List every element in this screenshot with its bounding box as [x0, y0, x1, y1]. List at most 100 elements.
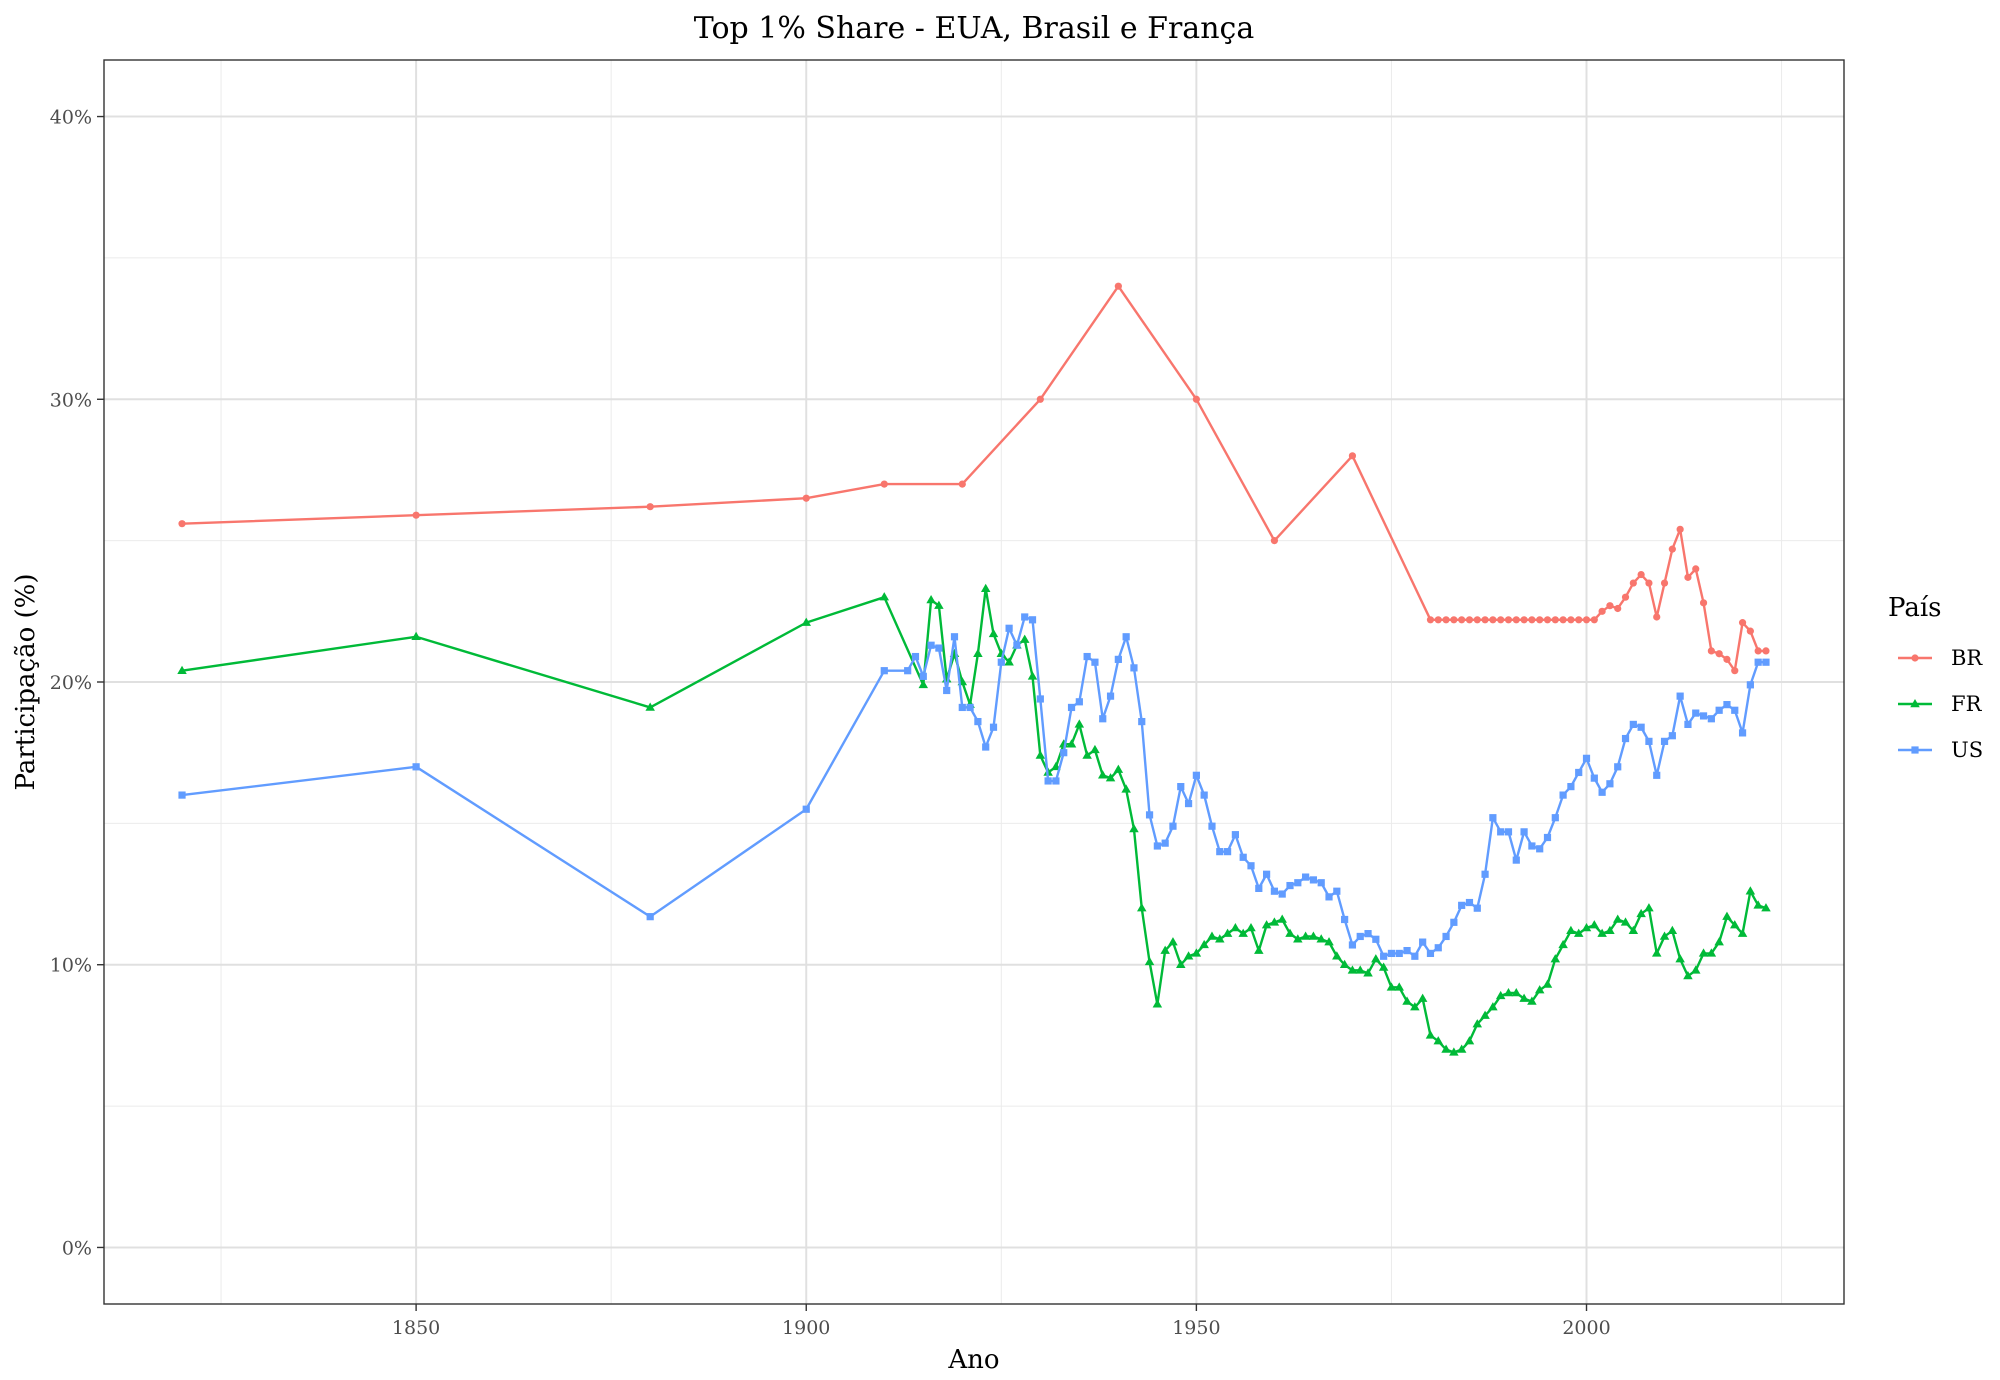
data-point-us [1005, 624, 1013, 632]
data-point-fr [973, 648, 983, 657]
data-point-us [904, 667, 912, 675]
x-tick-label: 1850 [392, 1317, 440, 1339]
data-point-fr [1324, 937, 1334, 946]
data-point-us [1216, 848, 1224, 856]
data-point-fr [1550, 954, 1561, 963]
data-point-us [1450, 918, 1458, 926]
data-point-br [1481, 616, 1489, 624]
data-point-us [974, 717, 982, 726]
major-grid [104, 60, 1844, 1304]
data-point-us [1481, 870, 1489, 878]
data-point-br [1528, 616, 1536, 624]
data-point-us [1231, 831, 1239, 839]
data-point-fr [1495, 990, 1506, 1000]
data-point-fr [1456, 1044, 1467, 1053]
data-point-us [1278, 890, 1286, 898]
data-point-us [1684, 720, 1692, 729]
data-point-fr [801, 617, 811, 626]
data-point-br [1754, 647, 1762, 655]
data-point-fr [1363, 968, 1373, 977]
data-point-us [1387, 949, 1396, 958]
data-point-us [1434, 944, 1442, 952]
data-point-us [1060, 749, 1068, 757]
data-point-fr [1339, 959, 1350, 968]
data-point-us [1567, 783, 1575, 791]
data-point-fr [1402, 996, 1412, 1005]
data-point-br [1567, 616, 1575, 624]
data-point-us [1668, 732, 1676, 740]
data-point-us [1598, 788, 1606, 796]
data-point-br [1676, 525, 1684, 533]
data-point-us [1403, 946, 1411, 955]
data-point-br [1637, 570, 1645, 579]
data-point-us [1333, 887, 1341, 895]
data-point-fr [1730, 920, 1740, 929]
data-point-fr [1082, 750, 1092, 759]
data-point-br [1645, 579, 1653, 587]
data-point-fr [1160, 945, 1170, 954]
data-point-br [1707, 647, 1715, 655]
data-point-us [1504, 828, 1513, 836]
data-point-us [1239, 853, 1247, 861]
data-point-us [1551, 814, 1559, 822]
data-point-fr [1129, 824, 1139, 833]
data-point-us [1723, 701, 1731, 709]
data-point-br [1762, 647, 1770, 655]
data-point-us [919, 672, 927, 680]
data-point-fr [1293, 934, 1303, 943]
data-point-br [1458, 616, 1466, 624]
series-br [178, 282, 1770, 675]
y-axis: 0% 10% 20% 30% 40% [50, 107, 104, 1259]
data-point-us [1122, 633, 1130, 641]
data-point-fr [1410, 1002, 1420, 1011]
data-point-br [412, 511, 420, 519]
data-point-us [1590, 774, 1598, 782]
data-point-fr [1683, 971, 1693, 980]
data-point-us [966, 703, 974, 712]
data-point-fr [1035, 750, 1046, 759]
data-point-fr [1261, 920, 1272, 929]
data-point-br [1699, 599, 1708, 607]
data-point-fr [1238, 928, 1248, 937]
legend-key-marker [1910, 699, 1920, 708]
data-point-fr [988, 628, 999, 638]
data-point-us [1013, 641, 1021, 649]
data-point-us [1380, 952, 1388, 960]
data-point-us [1754, 658, 1762, 666]
data-point-us [1512, 856, 1520, 864]
y-tick-label: 20% [50, 672, 92, 694]
legend-label-us: US [1951, 738, 1983, 762]
data-point-us [1762, 658, 1770, 666]
data-point-us [989, 723, 998, 731]
data-point-br [646, 503, 654, 511]
data-point-us [1247, 862, 1255, 870]
legend-key-marker [1911, 654, 1919, 662]
data-point-br [1426, 616, 1435, 624]
data-point-fr [1066, 739, 1077, 748]
data-point-fr [1480, 1010, 1490, 1019]
data-point-fr [1636, 908, 1646, 918]
data-point-br [1114, 282, 1122, 290]
data-point-us [997, 658, 1005, 666]
data-point-fr [1269, 917, 1280, 926]
data-point-us [1676, 692, 1684, 700]
data-point-fr [1425, 1030, 1436, 1039]
legend-title: País [1888, 593, 1942, 623]
data-point-fr [1558, 939, 1568, 949]
data-point-us [646, 913, 654, 921]
legend-item-fr: FR [1898, 692, 1983, 716]
data-point-br [1270, 537, 1279, 545]
data-point-us [1263, 870, 1271, 878]
data-point-us [1536, 845, 1544, 853]
data-point-br [1442, 616, 1450, 624]
data-point-us [1067, 703, 1076, 712]
data-point-us [1099, 715, 1107, 723]
data-point-us [1161, 839, 1169, 847]
data-point-br [1450, 616, 1458, 624]
data-point-fr [1222, 928, 1233, 937]
data-point-us [935, 644, 943, 652]
data-point-us [1645, 737, 1653, 745]
x-tick-label: 1950 [1172, 1317, 1220, 1339]
data-point-us [1614, 763, 1622, 771]
data-point-fr [934, 600, 944, 609]
